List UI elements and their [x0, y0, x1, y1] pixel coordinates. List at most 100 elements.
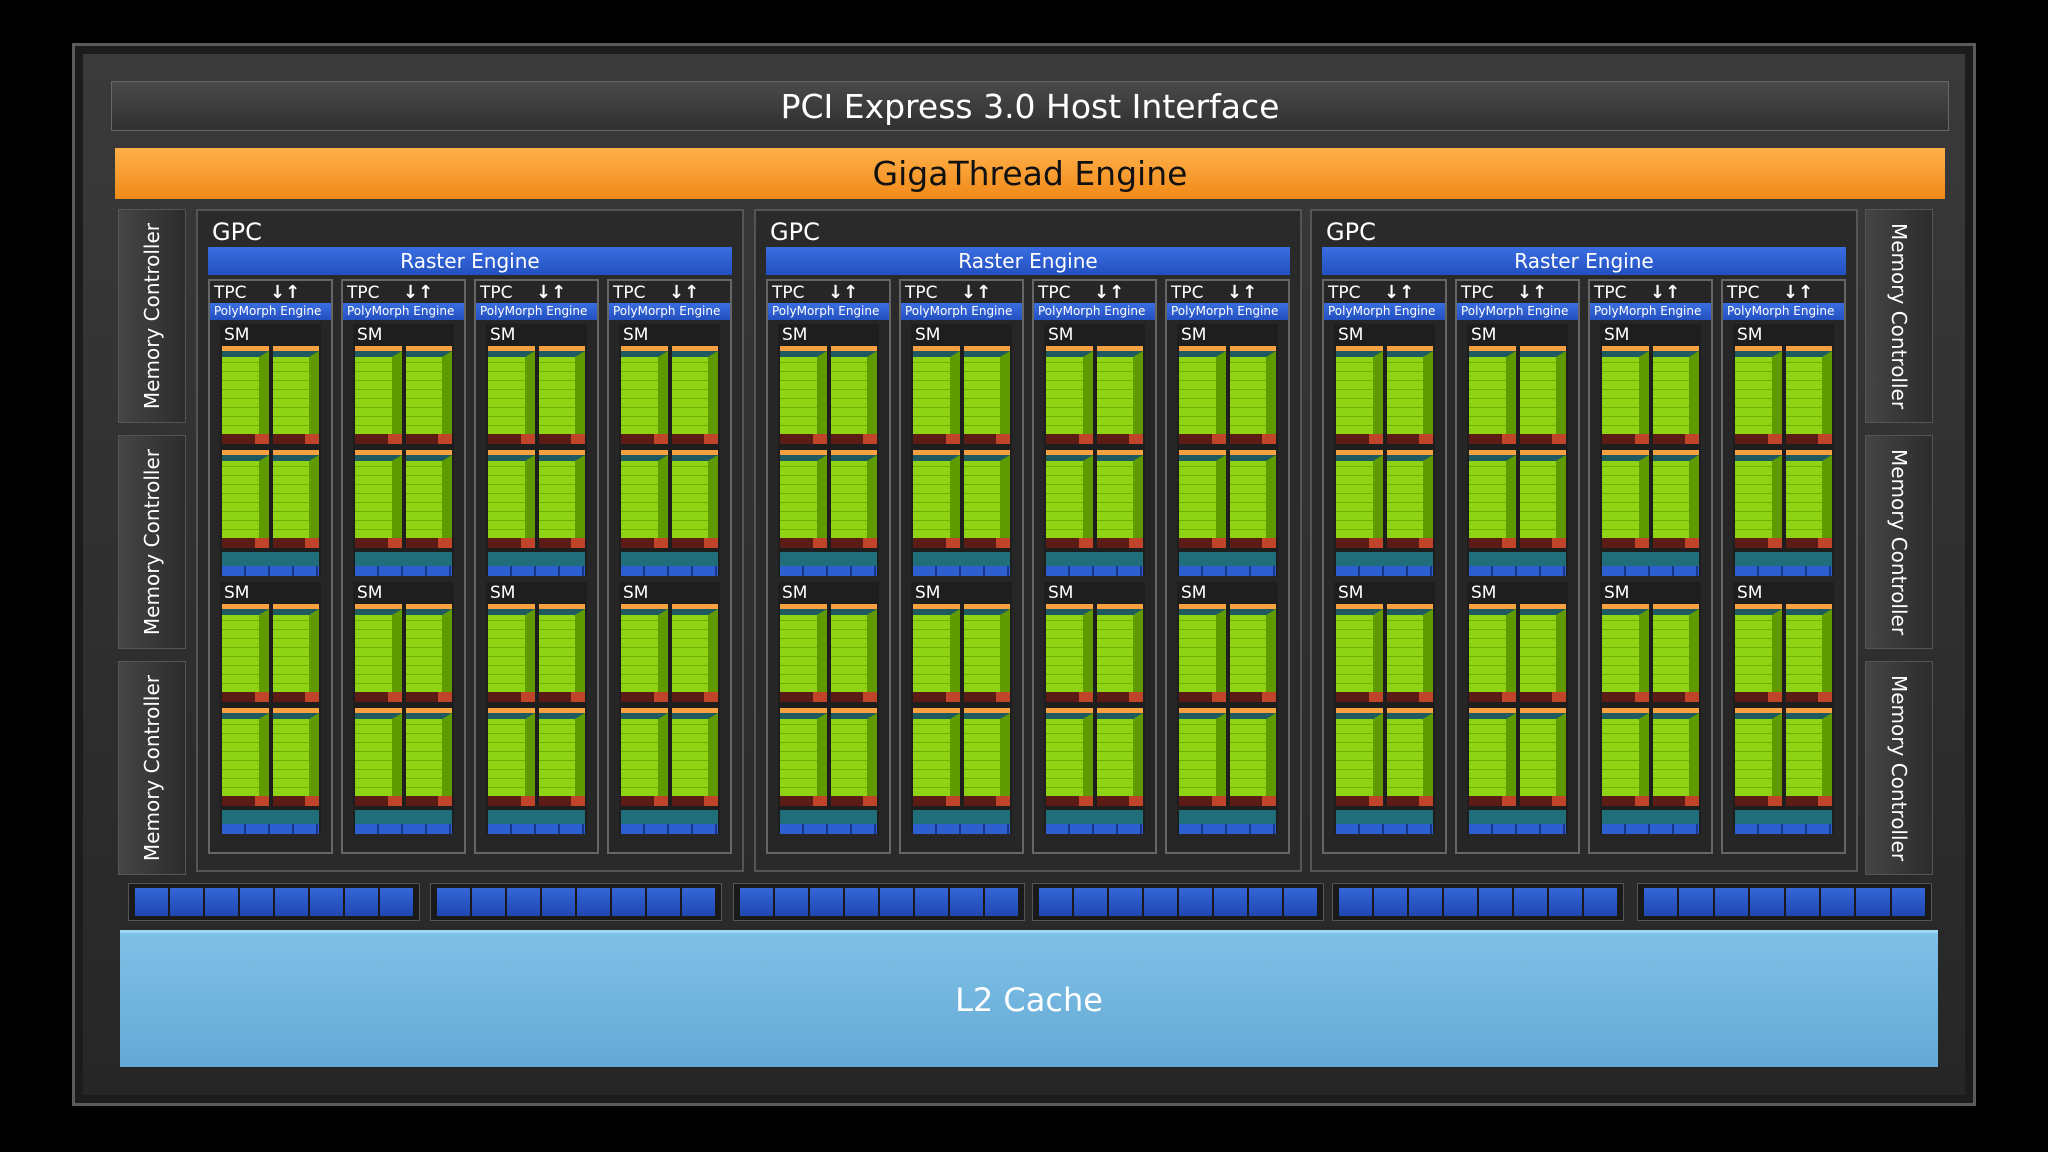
tpc: ↓↑ TPC PolyMorph Engine SM SM [899, 279, 1024, 854]
core-cache-strip [1519, 604, 1566, 609]
crossbar-unit [1374, 888, 1407, 916]
core-array [405, 351, 452, 434]
cuda-core-block [1229, 450, 1276, 548]
core-array [963, 713, 1010, 796]
l2-cache: L2 Cache [120, 930, 1938, 1067]
raster-engine: Raster Engine [1322, 247, 1846, 275]
core-array [1602, 351, 1649, 434]
core-array [671, 609, 718, 692]
core-array [1229, 609, 1276, 692]
core-array [355, 713, 402, 796]
sm-label: SM [915, 583, 941, 603]
sm-label: SM [782, 583, 808, 603]
tpc: ↓↑ TPC PolyMorph Engine SM SM [1588, 279, 1713, 854]
core-register-strip [621, 692, 668, 702]
sm-shared-memory [1735, 552, 1832, 566]
core-register-strip [963, 434, 1010, 444]
core-cache-strip [671, 604, 718, 609]
core-register-strip [1336, 434, 1383, 444]
core-array [1735, 609, 1782, 692]
crossbar-unit [1750, 888, 1784, 916]
polymorph-engine: PolyMorph Engine [901, 303, 1022, 320]
sm-label: SM [782, 325, 808, 345]
core-array [1336, 455, 1383, 538]
crossbar-unit [1479, 888, 1512, 916]
crossbar-unit [740, 888, 773, 916]
memory-crossbar-segment [430, 883, 722, 921]
core-register-strip [1179, 538, 1226, 548]
cuda-core-block [488, 604, 535, 702]
cuda-core-block [1785, 604, 1832, 702]
cuda-core-block [830, 450, 877, 548]
core-register-strip [780, 796, 827, 806]
core-cache-strip [1602, 604, 1649, 609]
core-array [1179, 609, 1226, 692]
crossbar-unit [1584, 888, 1617, 916]
cuda-core-block [1735, 604, 1782, 702]
core-cache-strip [222, 346, 269, 351]
core-array [1602, 713, 1649, 796]
core-register-strip [1735, 692, 1782, 702]
sm-shared-memory [621, 810, 718, 824]
sm-shared-memory [1735, 810, 1832, 824]
crossbar-unit [472, 888, 505, 916]
tpc: ↓↑ TPC PolyMorph Engine SM SM [341, 279, 466, 854]
sm-texture-units [355, 824, 452, 834]
core-cache-strip [272, 604, 319, 609]
cuda-core-block [1785, 346, 1832, 444]
core-array [963, 351, 1010, 434]
core-register-strip [1519, 796, 1566, 806]
core-cache-strip [780, 708, 827, 713]
crossbar-unit [1179, 888, 1212, 916]
core-register-strip [272, 538, 319, 548]
crossbar-unit [647, 888, 680, 916]
cuda-core-block [272, 604, 319, 702]
crossbar-unit [1514, 888, 1547, 916]
core-cache-strip [963, 450, 1010, 455]
cuda-core-block [1336, 450, 1383, 548]
cuda-core-block [405, 346, 452, 444]
sm-shared-memory [1179, 552, 1276, 566]
core-cache-strip [621, 708, 668, 713]
core-cache-strip [1519, 346, 1566, 351]
cuda-core-block [538, 450, 585, 548]
cuda-core-block [1386, 346, 1433, 444]
core-cache-strip [1785, 604, 1832, 609]
core-cache-strip [222, 604, 269, 609]
cuda-core-block [913, 346, 960, 444]
core-cache-strip [1096, 708, 1143, 713]
core-array [1046, 609, 1093, 692]
core-register-strip [1602, 796, 1649, 806]
core-register-strip [405, 434, 452, 444]
core-cache-strip [621, 604, 668, 609]
core-array [1046, 455, 1093, 538]
core-array [671, 713, 718, 796]
core-array [913, 713, 960, 796]
core-cache-strip [780, 346, 827, 351]
sm-texture-units [1336, 824, 1433, 834]
core-register-strip [355, 796, 402, 806]
sm-label: SM [490, 583, 516, 603]
cuda-core-block [1386, 604, 1433, 702]
sm-shared-memory [780, 810, 877, 824]
gigathread-engine: GigaThread Engine [115, 148, 1945, 199]
tpc-label: TPC [772, 283, 805, 303]
core-register-strip [1469, 434, 1516, 444]
gigathread-label: GigaThread Engine [872, 154, 1188, 193]
core-register-strip [222, 434, 269, 444]
sm-label: SM [1604, 583, 1630, 603]
core-register-strip [405, 692, 452, 702]
core-cache-strip [1602, 346, 1649, 351]
sm-shared-memory [780, 552, 877, 566]
core-array [1469, 455, 1516, 538]
core-register-strip [1652, 692, 1699, 702]
core-register-strip [272, 692, 319, 702]
cuda-core-grid [619, 604, 720, 806]
streaming-multiprocessor: SM [619, 582, 720, 834]
core-register-strip [671, 796, 718, 806]
crossbar-unit [775, 888, 808, 916]
tpc-row: ↓↑ TPC PolyMorph Engine SM SM ↓↑ TPC PolyMorph … [766, 279, 1290, 854]
core-register-strip [1229, 692, 1276, 702]
crossbar-unit [1679, 888, 1713, 916]
cuda-core-block [621, 450, 668, 548]
